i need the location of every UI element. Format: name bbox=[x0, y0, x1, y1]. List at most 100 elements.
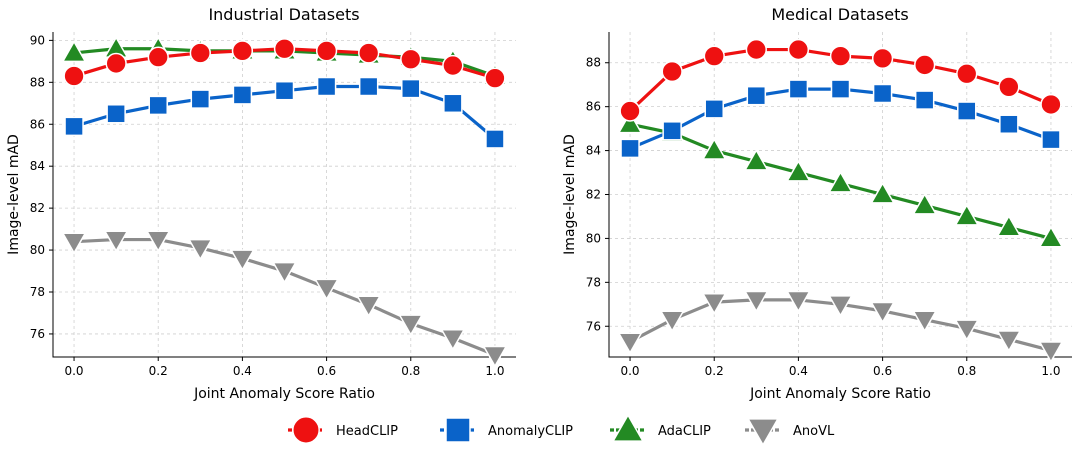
headclip-point bbox=[745, 38, 767, 61]
legend-label: HeadCLIP bbox=[336, 424, 398, 439]
anovl-point bbox=[314, 278, 340, 301]
y-tick-label: 86 bbox=[586, 100, 601, 114]
headclip-point bbox=[442, 54, 464, 77]
y-tick-label: 88 bbox=[30, 75, 45, 89]
legend-entry-headclip: HeadCLIP bbox=[288, 416, 398, 444]
x-tick-label: 0.4 bbox=[233, 364, 252, 378]
headclip-point bbox=[1040, 93, 1062, 116]
legend-entry-anovl: AnoVL bbox=[745, 418, 835, 447]
headclip-point bbox=[956, 63, 978, 85]
adaclip-point bbox=[1038, 225, 1064, 248]
anovl-point bbox=[145, 230, 171, 253]
anomalyclip-point bbox=[872, 83, 893, 104]
x-tick-label: 0.8 bbox=[957, 364, 976, 378]
anomalyclip-point bbox=[788, 79, 809, 99]
anomalyclip-point bbox=[1041, 129, 1061, 150]
headclip-point bbox=[273, 38, 296, 60]
industrial-axes-spine bbox=[52, 32, 516, 358]
y-tick-label: 78 bbox=[586, 275, 601, 289]
x-tick-label: 0.0 bbox=[64, 364, 83, 378]
medical-series-anomalyclip bbox=[620, 79, 1061, 159]
medical-y-axis-label: Image-level mAD bbox=[562, 134, 578, 255]
anomalyclip-point bbox=[746, 85, 767, 106]
adaclip-point bbox=[617, 111, 643, 134]
y-tick-label: 84 bbox=[30, 159, 45, 173]
headclip-point bbox=[829, 45, 852, 67]
anovl-point bbox=[482, 345, 508, 368]
anovl-point bbox=[103, 230, 129, 253]
x-tick-label: 0.2 bbox=[705, 364, 724, 378]
headclip-point bbox=[703, 45, 725, 67]
x-tick-label: 0.0 bbox=[620, 364, 639, 378]
anovl-point bbox=[440, 329, 466, 351]
adaclip-point bbox=[828, 170, 853, 193]
industrial-y-axis-label: Image-level mAD bbox=[6, 134, 22, 255]
legend-label: AdaCLIP bbox=[658, 424, 711, 439]
anomalyclip-point bbox=[999, 114, 1019, 134]
y-tick-label: 80 bbox=[30, 243, 45, 257]
anovl-point bbox=[1038, 341, 1064, 364]
x-tick-label: 0.2 bbox=[149, 364, 168, 378]
headclip-point bbox=[189, 42, 211, 64]
anomalyclip-point bbox=[620, 138, 640, 159]
anovl-point bbox=[272, 261, 297, 284]
adaclip-point bbox=[996, 214, 1022, 237]
industrial-chart-title: Industrial Datasets bbox=[208, 5, 359, 24]
headclip-point bbox=[619, 100, 641, 122]
industrial-x-axis-label: Joint Anomaly Score Ratio bbox=[193, 386, 375, 402]
medical-x-axis-label: Joint Anomaly Score Ratio bbox=[749, 386, 931, 402]
legend-label: AnomalyCLIP bbox=[488, 424, 573, 439]
headclip-point bbox=[63, 65, 85, 87]
adaclip-point bbox=[743, 148, 769, 171]
y-tick-label: 80 bbox=[586, 231, 601, 245]
industrial-chart-panel: Industrial Datasets 0.0 0.2 0.4 0.6 0.8 1.0 76… bbox=[6, 5, 516, 402]
headclip-point bbox=[661, 60, 683, 83]
industrial-series-anovl bbox=[61, 230, 508, 368]
anovl-point bbox=[187, 238, 213, 261]
y-tick-label: 78 bbox=[30, 285, 45, 299]
anovl-point bbox=[398, 314, 424, 337]
anovl-point bbox=[229, 249, 255, 272]
y-tick-label: 88 bbox=[586, 56, 601, 70]
y-tick-label: 86 bbox=[30, 117, 45, 131]
anomalyclip-point bbox=[401, 78, 421, 99]
anovl-point bbox=[870, 301, 896, 324]
y-tick-label: 76 bbox=[586, 319, 601, 333]
anovl-point bbox=[743, 290, 769, 313]
medical-series-headclip bbox=[619, 38, 1062, 122]
anomalyclip-point bbox=[957, 101, 977, 121]
x-tick-label: 1.0 bbox=[485, 364, 504, 378]
headclip-point bbox=[914, 54, 936, 76]
anovl-point bbox=[828, 295, 853, 317]
y-tick-label: 76 bbox=[30, 327, 45, 341]
headclip-point bbox=[231, 40, 254, 62]
anovl-point bbox=[785, 290, 811, 313]
anomalyclip-point bbox=[190, 89, 211, 109]
anovl-point bbox=[356, 295, 382, 318]
anomalyclip-point bbox=[830, 79, 851, 99]
industrial-series-anomalyclip bbox=[64, 76, 505, 149]
adaclip-point bbox=[701, 137, 727, 160]
x-tick-label: 0.8 bbox=[401, 364, 420, 378]
legend: HeadCLIP AnomalyCLIP AdaCLIP AnoVL bbox=[288, 413, 835, 447]
x-tick-label: 1.0 bbox=[1041, 364, 1060, 378]
adaclip-point bbox=[785, 159, 811, 182]
anovl-point bbox=[659, 310, 685, 333]
anovl-point bbox=[996, 330, 1022, 353]
anomalyclip-point bbox=[662, 121, 682, 141]
anovl-point bbox=[61, 232, 87, 255]
anovl-line bbox=[73, 237, 496, 357]
anomalyclip-point bbox=[316, 76, 337, 97]
anomalyclip-point bbox=[914, 90, 935, 110]
anomalyclip-point bbox=[274, 80, 295, 101]
anomalyclip-point bbox=[148, 95, 168, 116]
legend-entry-adaclip: AdaCLIP bbox=[610, 413, 711, 442]
legend-swatch-marker bbox=[292, 416, 320, 444]
headclip-point bbox=[871, 47, 894, 70]
adaclip-point bbox=[61, 40, 87, 63]
anomalyclip-point bbox=[64, 116, 84, 137]
adaclip-point bbox=[912, 192, 938, 215]
anomalyclip-point bbox=[704, 99, 724, 119]
legend-swatch-marker bbox=[746, 418, 780, 447]
